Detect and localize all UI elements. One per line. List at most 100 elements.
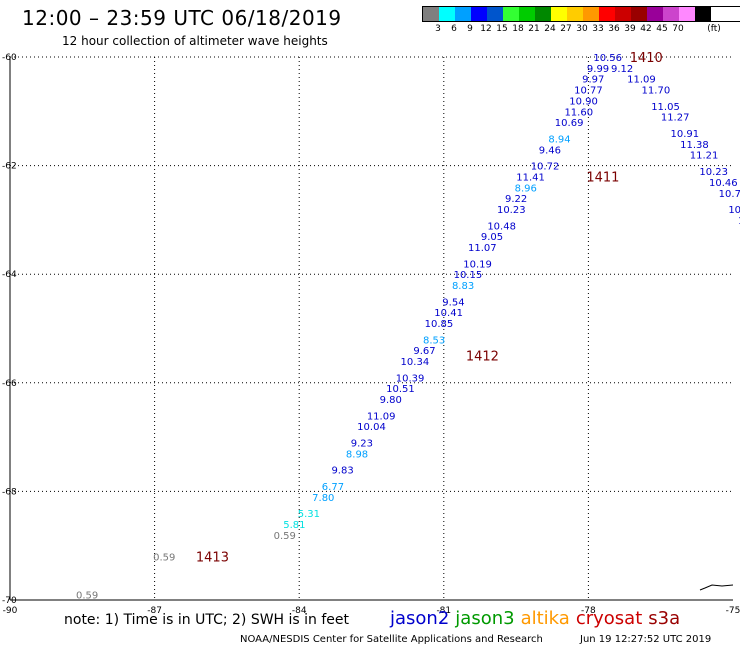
legend-tick: 70 <box>672 24 684 34</box>
wave-height-value: 11.38 <box>680 140 709 151</box>
orbit-number-label: 1410 <box>630 51 663 66</box>
legend-tick: 42 <box>640 24 652 34</box>
wave-height-value: 11.27 <box>661 113 690 124</box>
wave-height-value: 11.09 <box>627 75 656 86</box>
wave-height-value: 10.23 <box>497 205 526 216</box>
legend-swatch <box>551 7 567 21</box>
legend-swatch <box>455 7 471 21</box>
wave-height-value: 11.60 <box>564 107 593 118</box>
legend-swatch <box>631 7 647 21</box>
latitude-tick-label: -60 <box>2 53 17 63</box>
wave-height-value: 11.21 <box>690 151 719 162</box>
latitude-tick-label: -66 <box>2 379 17 389</box>
legend-tick: 21 <box>528 24 540 34</box>
legend-swatch <box>647 7 663 21</box>
wave-height-value: 5.31 <box>298 509 320 520</box>
wave-height-value: 9.67 <box>413 346 435 357</box>
orbit-number-label: 1411 <box>586 170 619 185</box>
orbit-number-label: 1413 <box>196 551 229 566</box>
legend-tick: 3 <box>435 24 441 34</box>
wave-height-value: 9.46 <box>539 145 561 156</box>
wave-height-value: 10.41 <box>434 308 463 319</box>
legend-tick: 18 <box>512 24 524 34</box>
wave-height-value: 6.77 <box>322 482 344 493</box>
latitude-tick-label: -64 <box>2 270 17 280</box>
wave-height-value: 10.51 <box>386 384 415 395</box>
latitude-tick-label: -68 <box>2 487 17 497</box>
legend-swatch <box>663 7 679 21</box>
coastline <box>699 584 734 591</box>
legend-swatch <box>439 7 455 21</box>
legend-swatch <box>567 7 583 21</box>
legend-tick: 6 <box>451 24 457 34</box>
satellite-name-cryosat: cryosat <box>575 608 643 629</box>
units-note: note: 1) Time is in UTC; 2) SWH is in fe… <box>64 612 350 628</box>
wave-height-value: 10.56 <box>593 53 622 64</box>
legend-tick: 45 <box>656 24 668 34</box>
longitude-tick-label: -87 <box>147 606 162 616</box>
wave-height-value: 10.79 <box>728 205 740 216</box>
wave-height-value: 9.23 <box>351 439 373 450</box>
satellite-name-s3a: s3a <box>648 608 681 629</box>
wave-height-value: 0.59 <box>274 531 296 542</box>
footer-timestamp: Jun 19 12:27:52 UTC 2019 <box>580 634 712 645</box>
satellite-name-jason3: jason3 <box>455 608 515 629</box>
legend-tick-labels: 3 6 9 12 15 18 21 24 27 30 33 36 39 42 45 70 (ft) <box>422 22 740 36</box>
wave-height-value: 9.54 <box>442 297 464 308</box>
wave-height-value: 11.70 <box>642 86 671 97</box>
wave-height-value: 9.05 <box>481 232 503 243</box>
wave-height-value: 10.19 <box>463 259 492 270</box>
wave-height-value: 10.77 <box>574 86 603 97</box>
wave-height-value: 11.09 <box>367 411 396 422</box>
wave-height-value: 11.07 <box>468 243 497 254</box>
latitude-tick-label: -62 <box>2 162 17 172</box>
wave-height-value: 10.78 <box>719 189 740 200</box>
longitude-tick-label: -78 <box>581 606 596 616</box>
legend-tick: 39 <box>624 24 636 34</box>
wave-height-value: 10.23 <box>699 167 728 178</box>
wave-height-value: 10.85 <box>425 319 454 330</box>
wave-height-value: 11.41 <box>516 172 545 183</box>
longitude-tick-label: -84 <box>292 606 307 616</box>
legend-swatch <box>471 7 487 21</box>
wave-height-value: 8.96 <box>515 183 537 194</box>
legend-unit: (ft) <box>707 24 721 34</box>
legend-swatch <box>519 7 535 21</box>
legend-tick: 30 <box>576 24 588 34</box>
wave-height-value: 8.53 <box>423 335 445 346</box>
longitude-tick-label: -81 <box>436 606 451 616</box>
legend-swatch <box>503 7 519 21</box>
legend-swatch <box>423 7 439 21</box>
legend-tick: 27 <box>560 24 572 34</box>
wave-height-value: 7.80 <box>312 493 334 504</box>
footer-organization: NOAA/NESDIS Center for Satellite Applica… <box>240 634 543 645</box>
wave-height-value: 10.04 <box>357 422 386 433</box>
latitude-tick-label: -70 <box>2 596 17 606</box>
wave-height-value: 10.69 <box>555 118 584 129</box>
wave-height-value: 9.12 <box>611 64 633 75</box>
wave-height-value: 10.72 <box>531 162 560 173</box>
wave-height-value: 9.99 <box>587 64 609 75</box>
legend-tick: 36 <box>608 24 620 34</box>
legend-swatch <box>535 7 551 21</box>
map-title: 12:00 – 23:59 UTC 06/18/2019 <box>22 6 342 30</box>
wave-height-value: 8.98 <box>346 449 368 460</box>
wave-height-value: 9.80 <box>380 395 402 406</box>
legend-tick: 9 <box>467 24 473 34</box>
legend-swatch <box>695 7 711 21</box>
longitude-tick-label: -75 <box>726 606 740 616</box>
wave-height-value: 10.46 <box>709 178 738 189</box>
wave-height-value: 10.28 <box>738 216 740 227</box>
wave-height-value: 0.59 <box>76 591 98 602</box>
legend-swatch <box>583 7 599 21</box>
legend-swatch <box>679 7 695 21</box>
wave-height-value: 8.83 <box>452 281 474 292</box>
wave-height-value: 10.34 <box>401 357 430 368</box>
legend-swatch <box>487 7 503 21</box>
color-legend: 3 6 9 12 15 18 21 24 27 30 33 36 39 42 45 70 (ft) <box>422 6 740 36</box>
legend-tick: 24 <box>544 24 556 34</box>
wave-height-value: 9.22 <box>505 194 527 205</box>
legend-tick: 33 <box>592 24 604 34</box>
map-subtitle: 12 hour collection of altimeter wave hei… <box>62 34 328 48</box>
wave-height-value: 10.15 <box>454 270 483 281</box>
